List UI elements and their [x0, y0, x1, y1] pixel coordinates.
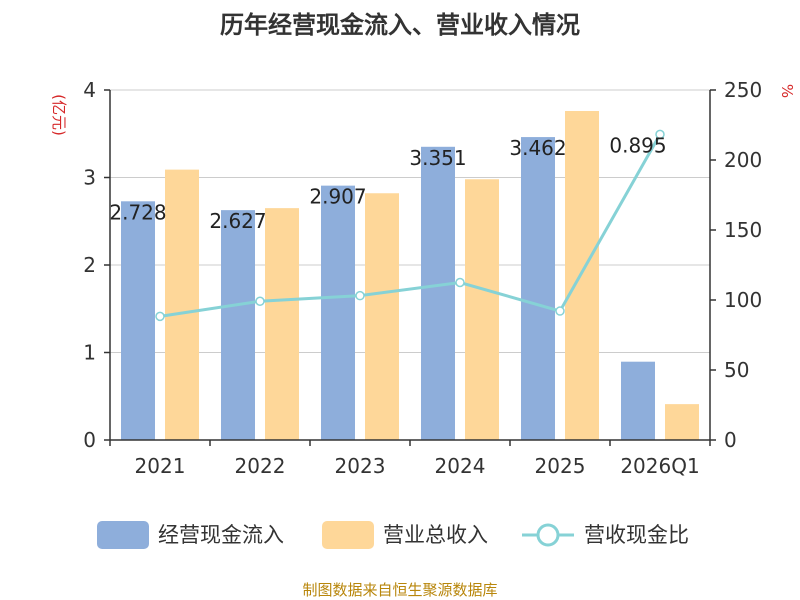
bar-cash-inflow[interactable]	[221, 210, 255, 440]
grid-layer	[110, 89, 710, 353]
bar-cash-inflow[interactable]	[421, 146, 455, 440]
legend-swatch-cash-inflow[interactable]	[97, 521, 149, 549]
line-layer	[155, 129, 665, 322]
data-label-cash-inflow: 2.728	[109, 200, 166, 224]
bar-revenue[interactable]	[165, 169, 199, 440]
point-ratio[interactable]	[155, 311, 165, 322]
data-label-cash-inflow: 2.907	[309, 185, 366, 209]
bar-cash-inflow[interactable]	[121, 201, 155, 440]
point-ratio[interactable]	[655, 129, 665, 140]
legend: 经营现金流入 营业总收入 营收现金比	[97, 521, 689, 549]
chart-title: 历年经营现金流入、营业收入情况	[220, 11, 580, 39]
x-axis-tick-label: 2024	[435, 454, 486, 478]
legend-swatch-ratio-marker[interactable]	[536, 523, 560, 547]
axis-layer: 0 1 2 3 4 0 50 100 150 200 250 2021 2022 2023 2024 2025…	[83, 78, 762, 478]
right-axis-tick-label: 150	[724, 218, 762, 242]
left-axis-tick-label: 3	[83, 166, 96, 190]
legend-label-cash-inflow: 经营现金流入	[158, 523, 284, 547]
x-axis-tick-label: 2026Q1	[620, 454, 699, 478]
left-axis-tick-label: 1	[83, 341, 96, 365]
point-ratio[interactable]	[455, 277, 465, 288]
right-axis-tick-label: 250	[724, 78, 762, 102]
data-label-cash-inflow: 3.462	[509, 136, 566, 160]
bar-revenue[interactable]	[465, 179, 499, 440]
legend-label-revenue: 营业总收入	[383, 523, 488, 547]
bar-revenue[interactable]	[265, 208, 299, 440]
point-ratio[interactable]	[355, 290, 365, 301]
bar-layer	[121, 111, 699, 440]
bar-revenue[interactable]	[665, 404, 699, 440]
left-axis-unit: (亿元)	[50, 94, 68, 136]
legend-label-ratio: 营收现金比	[584, 523, 689, 547]
x-axis-tick-label: 2023	[335, 454, 386, 478]
left-axis-tick-label: 2	[83, 253, 96, 277]
line-ratio	[159, 133, 662, 318]
bar-cash-inflow[interactable]	[621, 361, 655, 440]
right-axis-tick-label: 200	[724, 148, 762, 172]
right-axis-tick-label: 50	[724, 358, 749, 382]
label-layer: 2.728 2.627 2.907 3.351 3.462 0.895	[109, 133, 666, 233]
right-axis-tick-label: 0	[724, 428, 737, 452]
right-axis-tick-label: 100	[724, 288, 762, 312]
right-axis-unit: %	[778, 84, 796, 98]
x-axis-tick-label: 2022	[235, 454, 286, 478]
x-axis-tick-label: 2025	[535, 454, 586, 478]
legend-swatch-revenue[interactable]	[322, 521, 374, 549]
data-label-cash-inflow: 2.627	[209, 209, 266, 233]
bar-revenue[interactable]	[565, 111, 599, 440]
bar-cash-inflow[interactable]	[321, 185, 355, 440]
source-note: 制图数据来自恒生聚源数据库	[302, 581, 497, 599]
bar-revenue[interactable]	[365, 193, 399, 440]
data-label-cash-inflow: 0.895	[609, 133, 666, 157]
point-ratio[interactable]	[555, 306, 565, 316]
point-ratio[interactable]	[255, 296, 265, 307]
left-axis-tick-label: 4	[83, 78, 96, 102]
x-axis-tick-label: 2021	[135, 454, 186, 478]
left-axis-tick-label: 0	[83, 428, 96, 452]
data-label-cash-inflow: 3.351	[409, 146, 466, 170]
bar-cash-inflow[interactable]	[521, 137, 555, 440]
